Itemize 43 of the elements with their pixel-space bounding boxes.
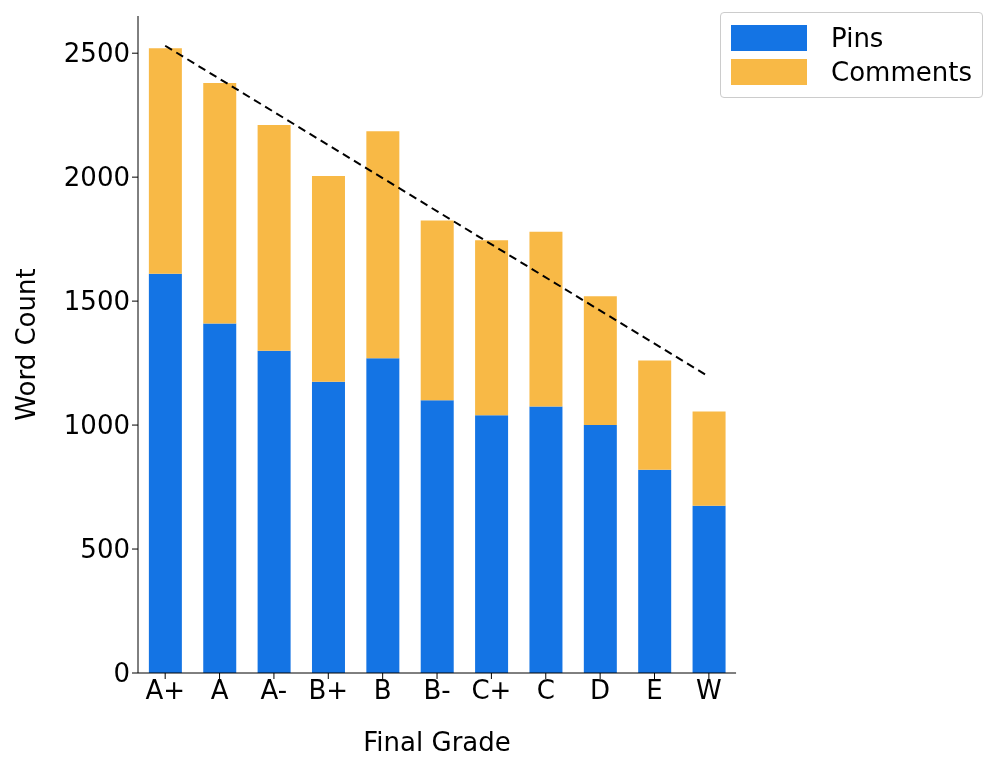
bar [366, 358, 400, 673]
x-tick-label: A- [260, 675, 288, 706]
x-tick-label: B+ [308, 675, 349, 706]
x-tick-label: D [590, 675, 611, 706]
bar [257, 350, 291, 673]
bar [366, 131, 400, 359]
bar [203, 323, 237, 673]
legend-label: Comments [831, 57, 972, 87]
bar [692, 505, 726, 673]
x-tick-label: C+ [471, 675, 512, 706]
x-tick-label: B [373, 675, 392, 706]
bar [692, 411, 726, 506]
bar [583, 296, 617, 426]
bar [583, 425, 617, 673]
bar [311, 175, 345, 382]
bar [257, 125, 291, 351]
x-tick-label: A+ [145, 675, 185, 706]
bar [420, 220, 454, 401]
bar [420, 400, 454, 673]
x-axis-title: Final Grade [363, 727, 511, 757]
y-axis-title: Word Count [11, 268, 42, 421]
bar [529, 231, 563, 407]
x-tick-label: A [210, 675, 229, 706]
x-tick-label: W [696, 675, 722, 706]
bar [475, 240, 509, 416]
bar [638, 360, 672, 470]
y-tick-label: 0 [113, 658, 130, 689]
bar [475, 415, 509, 673]
y-tick-label: 500 [80, 534, 130, 565]
y-tick-label: 2000 [63, 162, 130, 193]
y-tick-label: 1000 [63, 410, 130, 441]
x-tick-label: C [536, 675, 555, 706]
bar [311, 381, 345, 673]
x-tick-label: E [646, 675, 663, 706]
bar [638, 469, 672, 673]
bar [148, 273, 182, 673]
bar [203, 82, 237, 324]
y-tick-label: 1500 [63, 286, 130, 317]
x-tick-label: B- [423, 675, 451, 706]
legend-label: Pins [831, 23, 884, 53]
bar [148, 48, 182, 274]
bar [529, 406, 563, 673]
y-tick-label: 2500 [63, 38, 130, 69]
